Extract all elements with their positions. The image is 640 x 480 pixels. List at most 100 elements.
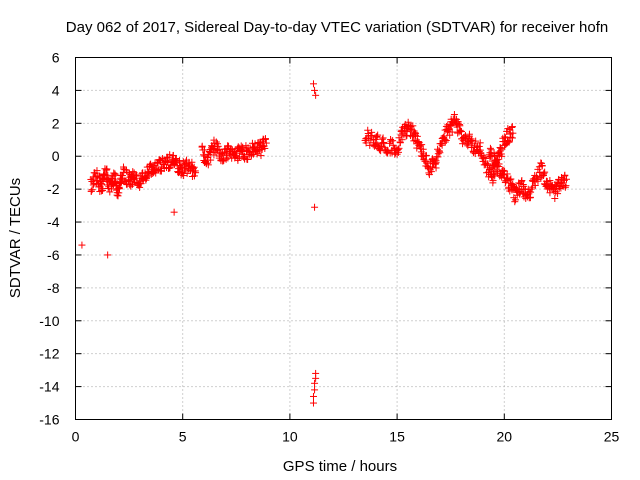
data-point (458, 128, 466, 136)
data-point (489, 179, 497, 187)
data-point (507, 133, 515, 141)
data-point (106, 188, 114, 196)
data-point (120, 165, 128, 173)
data-points (78, 80, 570, 407)
data-point (254, 147, 262, 155)
y-tick-label: -8 (47, 280, 60, 296)
data-point (389, 137, 397, 145)
data-point (501, 133, 509, 141)
data-point (312, 369, 320, 377)
data-point (504, 136, 512, 144)
data-point (422, 152, 430, 160)
data-point (309, 399, 317, 407)
data-point (409, 122, 417, 130)
data-point (440, 132, 448, 140)
grid (75, 57, 612, 420)
data-point (396, 139, 404, 147)
data-point (234, 156, 242, 164)
y-tick-label: -14 (39, 379, 59, 395)
data-point (551, 195, 559, 203)
data-point (104, 171, 112, 179)
data-point (497, 144, 505, 152)
data-point (488, 157, 496, 165)
data-point (311, 203, 319, 211)
axis-ticks (75, 57, 612, 420)
data-point (506, 176, 514, 184)
data-point (394, 146, 402, 154)
data-point (216, 146, 224, 154)
y-tick-label: -2 (47, 181, 60, 197)
x-tick-label: 20 (497, 429, 513, 445)
data-point (552, 188, 560, 196)
data-point (118, 176, 126, 184)
data-point (505, 137, 513, 145)
y-tick-label: -10 (39, 313, 59, 329)
data-point (257, 152, 265, 160)
data-point (309, 80, 317, 88)
data-point (207, 156, 215, 164)
data-point (170, 208, 178, 216)
y-tick-label: 6 (52, 50, 60, 66)
data-point (190, 172, 198, 180)
data-point (531, 181, 539, 189)
data-point (93, 167, 101, 175)
data-point (368, 132, 376, 140)
data-point (534, 177, 542, 185)
data-point (311, 379, 319, 387)
data-point (201, 146, 209, 154)
data-point (402, 132, 410, 140)
data-point (362, 139, 370, 147)
x-tick-labels: 0 5 10 15 20 25 (72, 429, 620, 445)
data-point (166, 151, 174, 159)
data-point (497, 150, 505, 158)
data-point (98, 180, 106, 188)
data-point (504, 125, 512, 133)
data-point (89, 181, 97, 189)
data-point (163, 158, 171, 166)
y-tick-label: -16 (39, 412, 59, 428)
data-point (410, 137, 418, 145)
data-point (561, 172, 569, 180)
data-point (495, 163, 503, 171)
data-point (432, 159, 440, 167)
data-point (212, 138, 220, 146)
y-tick-labels: 6 4 2 0 -2 -4 -6 -8 -10 -12 -14 -16 (39, 50, 59, 428)
chart-title: Day 062 of 2017, Sidereal Day-to-day VTE… (66, 19, 608, 36)
data-point (546, 177, 554, 185)
plot-frame (75, 57, 612, 420)
data-point (97, 180, 105, 188)
data-point (487, 146, 495, 154)
data-point (508, 123, 516, 131)
data-point (373, 132, 381, 140)
y-tick-label: 4 (52, 82, 60, 98)
data-point (541, 168, 549, 176)
data-point (137, 180, 145, 188)
data-point (204, 161, 212, 169)
data-point (136, 183, 144, 191)
data-point (78, 241, 86, 249)
data-point (476, 139, 484, 147)
data-point (546, 189, 554, 197)
data-point (190, 163, 198, 171)
y-tick-label: 0 (52, 148, 60, 164)
data-point (441, 138, 449, 146)
data-point (442, 136, 450, 144)
data-point (87, 187, 95, 195)
data-point (472, 137, 480, 145)
data-point (378, 135, 386, 143)
data-point (554, 190, 562, 198)
data-point (117, 179, 125, 187)
x-tick-label: 10 (282, 429, 298, 445)
y-tick-label: -6 (47, 247, 60, 263)
data-point (511, 198, 519, 206)
y-tick-label: -12 (39, 346, 59, 362)
data-point (133, 171, 141, 179)
data-point (480, 153, 488, 161)
data-point (207, 145, 215, 153)
data-point (540, 169, 548, 177)
data-point (114, 192, 122, 200)
data-point (130, 175, 138, 183)
data-point (438, 141, 446, 149)
data-point (398, 136, 406, 144)
data-point (414, 138, 422, 146)
